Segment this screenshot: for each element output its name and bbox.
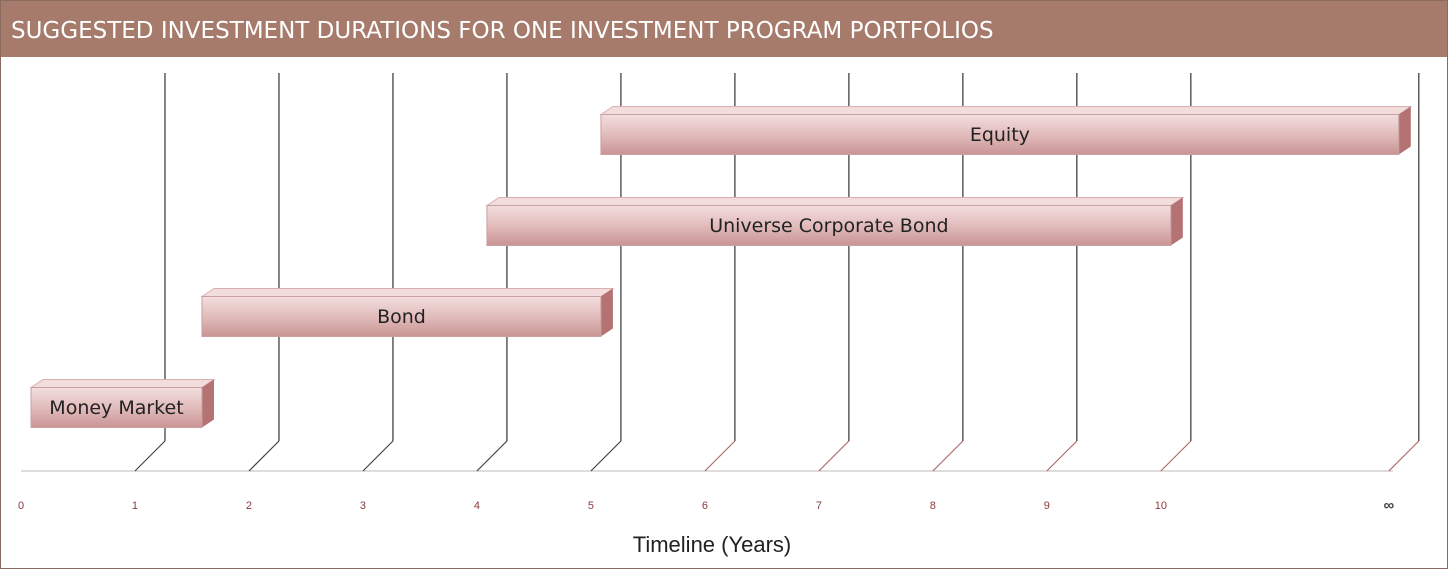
grid-line-floor [248, 440, 280, 472]
bar-side [600, 288, 613, 337]
bar-top [599, 106, 1413, 115]
grid-line-floor [1388, 440, 1420, 472]
x-tick-label: ∞ [1383, 497, 1394, 514]
grid-line-floor [134, 440, 166, 472]
bar [30, 387, 203, 428]
x-tick-label: 5 [588, 500, 594, 512]
grid-line-floor [1160, 440, 1192, 472]
x-tick-label: 7 [816, 500, 822, 512]
x-tick-label: 0 [18, 500, 24, 512]
x-axis-title: Timeline (Years) [633, 532, 792, 557]
x-tick-label: 8 [930, 500, 936, 512]
grid-line-floor [932, 440, 964, 472]
x-tick-label: 3 [360, 500, 366, 512]
x-tick-label: 6 [702, 500, 708, 512]
bar-side [201, 379, 214, 428]
bar-top [29, 379, 216, 388]
x-tick-label: 10 [1155, 500, 1167, 512]
bar-label: Universe Corporate Bond [709, 215, 948, 237]
bar [600, 114, 1400, 155]
chart-title: SUGGESTED INVESTMENT DURATIONS FOR ONE I… [1, 1, 1447, 57]
grid-line-floor [590, 440, 622, 472]
grid-line-floor [476, 440, 508, 472]
x-tick-label: 1 [132, 500, 138, 512]
bar-label: Money Market [49, 397, 183, 419]
grid-line-floor [818, 440, 850, 472]
bar-side [1398, 106, 1411, 155]
chart: Timeline (Years) 0 1 2 3 4 5 6 7 8 9 10 ∞ Money Mark… [18, 73, 1420, 557]
bar [486, 205, 1172, 246]
bar-top [485, 197, 1185, 206]
bar-label: Equity [970, 124, 1030, 146]
bar [201, 296, 602, 337]
grid-line-floor [704, 440, 736, 472]
bar-label: Bond [377, 306, 426, 328]
x-tick-label: 9 [1044, 500, 1050, 512]
x-tick-label: 4 [474, 500, 480, 512]
bar-side [1170, 197, 1183, 246]
x-tick-label: 2 [246, 500, 252, 512]
bar-top [200, 288, 615, 297]
grid-line-floor [1046, 440, 1078, 472]
grid-line-floor [362, 440, 394, 472]
